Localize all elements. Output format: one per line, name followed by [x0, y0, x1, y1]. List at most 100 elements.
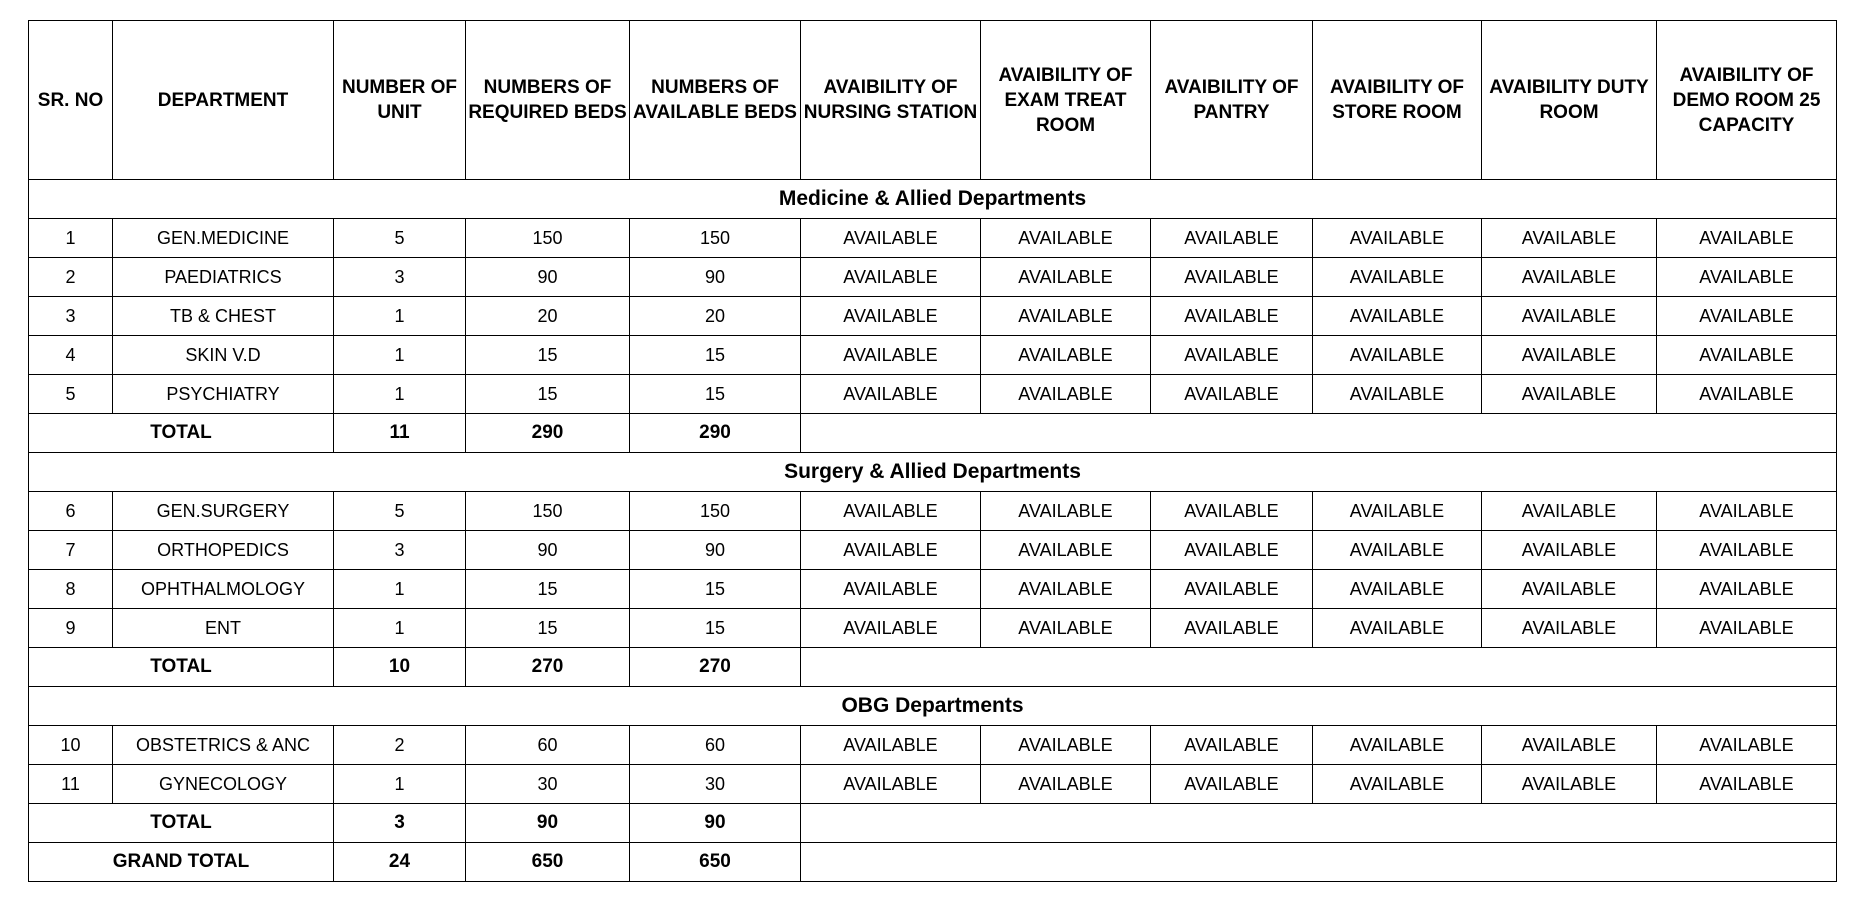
cell: 30	[465, 764, 630, 804]
cell: AVAILABLE	[980, 491, 1151, 531]
cell: GYNECOLOGY	[112, 764, 334, 804]
column-header: AVAIBILITY OF NURSING STATION	[800, 20, 981, 180]
cell: 7	[28, 530, 113, 570]
column-header: AVAIBILITY OF DEMO ROOM 25 CAPACITY	[1656, 20, 1837, 180]
cell: 1	[333, 296, 466, 336]
cell: AVAILABLE	[800, 608, 981, 648]
cell: 15	[465, 374, 630, 414]
data-row: 9 ENT 1 15 15 AVAILABLE AVAILABLE AVAILABLE AVAI…	[28, 608, 1837, 648]
cell: 1	[333, 608, 466, 648]
empty-cell	[800, 842, 1837, 882]
cell: ORTHOPEDICS	[112, 530, 334, 570]
cell: 30	[629, 764, 801, 804]
cell: AVAILABLE	[980, 218, 1151, 258]
cell: AVAILABLE	[1656, 764, 1837, 804]
total-row: TOTAL 10 270 270	[28, 647, 1837, 687]
cell: AVAILABLE	[1656, 218, 1837, 258]
cell: AVAILABLE	[1312, 257, 1482, 297]
cell: AVAILABLE	[1481, 608, 1657, 648]
cell: 90	[629, 530, 801, 570]
cell: AVAILABLE	[980, 374, 1151, 414]
total-cell: 90	[629, 803, 801, 843]
cell: 15	[629, 569, 801, 609]
cell: AVAILABLE	[1481, 491, 1657, 531]
cell: AVAILABLE	[1150, 569, 1313, 609]
cell: AVAILABLE	[800, 218, 981, 258]
cell: 1	[333, 335, 466, 375]
column-header: AVAIBILITY OF STORE ROOM	[1312, 20, 1482, 180]
cell: AVAILABLE	[1481, 335, 1657, 375]
section-title: Medicine & Allied Departments	[28, 179, 1837, 219]
column-header: NUMBER OF UNIT	[333, 20, 466, 180]
cell: AVAILABLE	[1656, 296, 1837, 336]
cell: 3	[333, 530, 466, 570]
data-row: 10 OBSTETRICS & ANC 2 60 60 AVAILABLE AVAILABL…	[28, 725, 1837, 765]
cell: GEN.SURGERY	[112, 491, 334, 531]
cell: 11	[28, 764, 113, 804]
cell: PAEDIATRICS	[112, 257, 334, 297]
total-cell: 24	[333, 842, 466, 882]
cell: AVAILABLE	[980, 569, 1151, 609]
cell: AVAILABLE	[1150, 218, 1313, 258]
cell: AVAILABLE	[800, 491, 981, 531]
header-row: SR. NO DEPARTMENT NUMBER OF UNIT NUMBERS OF…	[28, 20, 1837, 180]
cell: 5	[28, 374, 113, 414]
cell: AVAILABLE	[800, 764, 981, 804]
cell: AVAILABLE	[1656, 608, 1837, 648]
cell: AVAILABLE	[1481, 764, 1657, 804]
total-cell: 11	[333, 413, 466, 453]
cell: SKIN V.D	[112, 335, 334, 375]
cell: OBSTETRICS & ANC	[112, 725, 334, 765]
table-body: Medicine & Allied Departments 1 GEN.MEDICI…	[28, 179, 1837, 882]
cell: AVAILABLE	[1656, 374, 1837, 414]
cell: AVAILABLE	[1656, 569, 1837, 609]
cell: 15	[465, 335, 630, 375]
cell: AVAILABLE	[1150, 335, 1313, 375]
cell: 3	[28, 296, 113, 336]
section-title: Surgery & Allied Departments	[28, 452, 1837, 492]
cell: 2	[333, 725, 466, 765]
cell: AVAILABLE	[1312, 764, 1482, 804]
column-header: NUMBERS OF REQUIRED BEDS	[465, 20, 630, 180]
cell: 15	[629, 374, 801, 414]
cell: 20	[465, 296, 630, 336]
column-header: NUMBERS OF AVAILABLE BEDS	[629, 20, 801, 180]
cell: ENT	[112, 608, 334, 648]
total-row: TOTAL 3 90 90	[28, 803, 1837, 843]
cell: 15	[629, 335, 801, 375]
data-row: 5 PSYCHIATRY 1 15 15 AVAILABLE AVAILABLE AVAILA…	[28, 374, 1837, 414]
cell: 150	[629, 218, 801, 258]
cell: 1	[333, 764, 466, 804]
cell: 60	[465, 725, 630, 765]
data-row: 6 GEN.SURGERY 5 150 150 AVAILABLE AVAILABLE AVA…	[28, 491, 1837, 531]
column-header: SR. NO	[28, 20, 113, 180]
cell: 150	[465, 218, 630, 258]
cell: AVAILABLE	[1312, 296, 1482, 336]
cell: AVAILABLE	[980, 725, 1151, 765]
column-header: AVAIBILITY DUTY ROOM	[1481, 20, 1657, 180]
cell: AVAILABLE	[800, 530, 981, 570]
cell: 90	[629, 257, 801, 297]
cell: AVAILABLE	[1656, 257, 1837, 297]
cell: AVAILABLE	[1312, 530, 1482, 570]
total-row: GRAND TOTAL 24 650 650	[28, 842, 1837, 882]
empty-cell	[800, 647, 1837, 687]
cell: AVAILABLE	[1656, 530, 1837, 570]
cell: 90	[465, 257, 630, 297]
cell: 15	[629, 608, 801, 648]
cell: AVAILABLE	[800, 374, 981, 414]
cell: 20	[629, 296, 801, 336]
total-label: TOTAL	[28, 413, 334, 453]
cell: GEN.MEDICINE	[112, 218, 334, 258]
beds-table: SR. NO DEPARTMENT NUMBER OF UNIT NUMBERS OF…	[28, 20, 1837, 882]
cell: 1	[333, 374, 466, 414]
empty-cell	[800, 803, 1837, 843]
cell: AVAILABLE	[1312, 491, 1482, 531]
cell: 5	[333, 491, 466, 531]
cell: TB & CHEST	[112, 296, 334, 336]
cell: AVAILABLE	[1312, 374, 1482, 414]
cell: 60	[629, 725, 801, 765]
column-header: AVAIBILITY OF PANTRY	[1150, 20, 1313, 180]
cell: AVAILABLE	[800, 725, 981, 765]
